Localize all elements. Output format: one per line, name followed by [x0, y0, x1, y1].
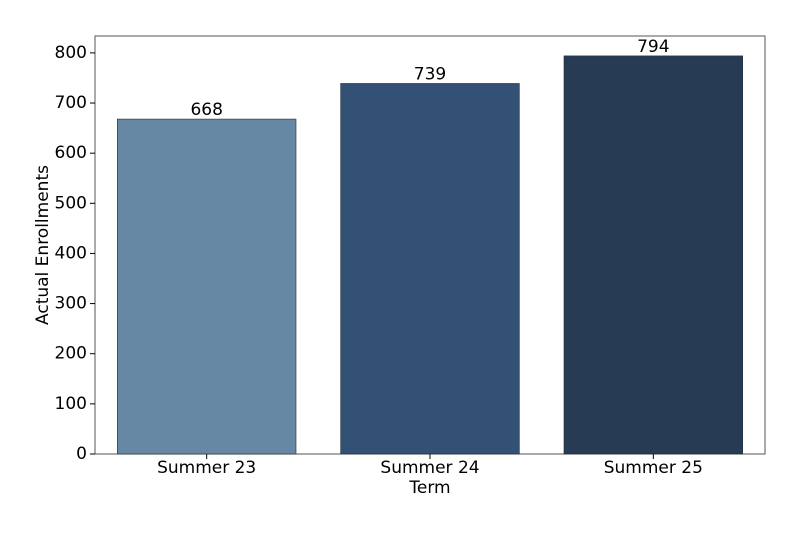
x-tick-label: Summer 25: [604, 458, 703, 478]
data-label: 794: [637, 37, 669, 57]
y-tick-label: 0: [76, 444, 87, 464]
y-tick-label: 600: [55, 143, 87, 163]
y-tick-label: 400: [55, 243, 87, 263]
y-tick-label: 100: [55, 394, 87, 414]
bar: [563, 55, 743, 455]
data-label: 668: [190, 100, 222, 120]
bar: [340, 83, 520, 455]
y-axis-label: Actual Enrollments: [33, 165, 53, 325]
x-axis-label: Term: [408, 478, 450, 498]
bar: [117, 118, 297, 455]
y-tick-label: 200: [55, 344, 87, 364]
data-label: 739: [414, 64, 446, 84]
y-tick-label: 800: [55, 43, 87, 63]
y-tick-label: 300: [55, 294, 87, 314]
y-tick-label: 500: [55, 193, 87, 213]
x-tick-label: Summer 23: [157, 458, 256, 478]
x-tick-label: Summer 24: [380, 458, 479, 478]
y-tick-label: 700: [55, 93, 87, 113]
